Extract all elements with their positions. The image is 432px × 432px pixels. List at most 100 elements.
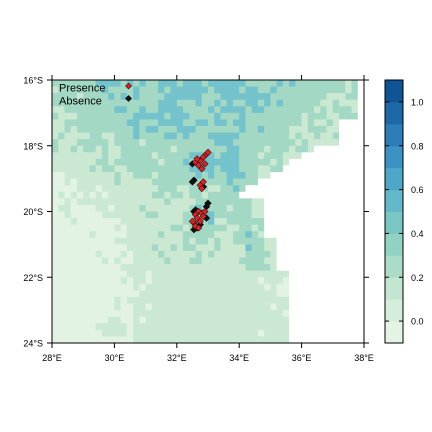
raster-cell	[326, 231, 334, 239]
raster-cell	[114, 99, 122, 107]
raster-cell	[226, 296, 234, 304]
raster-cell	[70, 145, 78, 153]
raster-cell	[239, 145, 246, 153]
raster-cell	[126, 172, 134, 180]
raster-cell	[270, 231, 278, 239]
raster-cell	[195, 80, 203, 87]
raster-cell	[251, 178, 259, 186]
raster-cell	[101, 204, 109, 212]
raster-cell	[276, 152, 284, 160]
raster-cell	[183, 119, 190, 127]
raster-cell	[208, 145, 215, 153]
raster-cell	[220, 119, 228, 127]
occurrence-points	[188, 148, 212, 234]
raster-cell	[245, 231, 253, 239]
raster-cell	[176, 329, 184, 337]
raster-cell	[208, 264, 215, 272]
raster-cell	[326, 126, 334, 133]
raster-cell	[226, 237, 234, 245]
raster-cell	[158, 224, 165, 232]
raster-cell	[307, 93, 315, 101]
raster-cell	[195, 323, 203, 331]
y-tick-label: 16°S	[23, 76, 43, 86]
raster-cell	[170, 303, 178, 311]
raster-cell	[208, 303, 215, 311]
raster-cell	[226, 126, 234, 133]
raster-cell	[95, 316, 103, 324]
x-tick-label: 30°E	[105, 353, 125, 363]
raster-cell	[320, 290, 327, 298]
raster-cell	[307, 178, 315, 186]
raster-cell	[83, 270, 90, 278]
raster-cell	[201, 119, 209, 127]
raster-cell	[201, 231, 209, 239]
raster-cell	[282, 218, 290, 226]
raster-cell	[332, 290, 340, 298]
raster-cell	[245, 237, 253, 245]
raster-cell	[208, 132, 215, 140]
raster-cell	[257, 152, 265, 160]
raster-cell	[151, 185, 159, 193]
raster-cell	[101, 224, 109, 232]
raster-cell	[52, 303, 59, 311]
colorbar-step	[385, 123, 403, 147]
raster-cell	[52, 329, 59, 337]
raster-cell	[133, 145, 140, 153]
raster-cell	[101, 296, 109, 304]
raster-cell	[276, 264, 284, 272]
raster-cell	[64, 264, 72, 272]
raster-cell	[320, 191, 327, 199]
raster-cell	[239, 172, 246, 180]
raster-cell	[76, 283, 84, 291]
raster-cell	[183, 198, 190, 206]
raster-cell	[257, 231, 265, 239]
raster-cell	[89, 152, 97, 160]
raster-cell	[289, 191, 296, 199]
raster-cell	[302, 343, 309, 350]
raster-cell	[183, 158, 190, 166]
raster-cell	[208, 80, 215, 87]
raster-cell	[339, 185, 346, 193]
raster-cell	[226, 139, 234, 147]
raster-cell	[64, 139, 72, 147]
raster-cell	[139, 139, 146, 147]
raster-cell	[120, 290, 128, 298]
raster-cell	[264, 237, 271, 245]
raster-cell	[332, 158, 340, 166]
raster-cell	[307, 211, 315, 219]
raster-cell	[326, 218, 334, 226]
raster-cell	[114, 277, 122, 285]
raster-cell	[76, 323, 84, 331]
raster-cell	[83, 224, 90, 232]
raster-cell	[151, 139, 159, 147]
raster-cell	[145, 277, 153, 285]
raster-cell	[239, 290, 246, 298]
raster-cell	[345, 303, 352, 311]
raster-cell	[133, 112, 140, 120]
raster-cell	[270, 310, 278, 318]
raster-cell	[145, 303, 153, 311]
raster-cell	[357, 198, 364, 206]
raster-cell	[120, 119, 128, 127]
raster-cell	[133, 204, 140, 212]
raster-cell	[339, 126, 346, 133]
raster-cell	[195, 152, 203, 160]
raster-cell	[83, 277, 90, 285]
raster-cell	[320, 185, 327, 193]
raster-cell	[251, 316, 259, 324]
raster-cell	[282, 323, 290, 331]
raster-cell	[339, 112, 346, 120]
presence-point	[188, 217, 197, 225]
raster-cell	[158, 172, 165, 180]
raster-cell	[126, 270, 134, 278]
colorbar-step	[385, 211, 403, 234]
raster-cell	[276, 336, 284, 343]
raster-cell	[170, 80, 178, 87]
raster-cell	[126, 99, 134, 107]
raster-cell	[295, 191, 302, 199]
raster-cell	[64, 250, 72, 258]
raster-cell	[64, 152, 72, 160]
raster-cell	[314, 132, 321, 140]
raster-cell	[89, 211, 97, 219]
raster-cell	[251, 152, 259, 160]
